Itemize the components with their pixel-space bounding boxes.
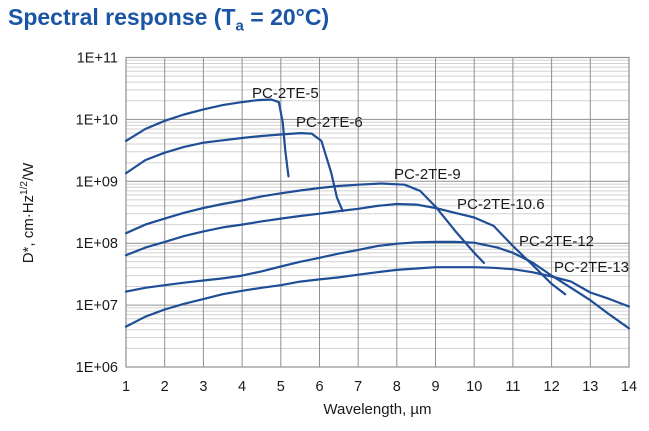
series-label-PC-2TE-13: PC-2TE-13 bbox=[554, 259, 629, 276]
y-tick-label: 1E+08 bbox=[76, 236, 118, 252]
major-gridlines bbox=[125, 56, 630, 368]
x-tick-label: 1 bbox=[122, 379, 130, 395]
y-axis-title-suffix: /W bbox=[20, 162, 37, 182]
series-line-PC-2TE-13 bbox=[124, 266, 631, 328]
x-tick-label: 4 bbox=[238, 379, 246, 395]
y-tick-label: 1E+06 bbox=[76, 360, 118, 376]
x-tick-label: 7 bbox=[354, 379, 362, 395]
x-axis-tick-labels: 1 2 3 4 5 6 7 8 9 10 11 12 13 14 bbox=[122, 379, 637, 395]
series-line-PC-2TE-5 bbox=[124, 98, 290, 178]
x-axis-title: Wavelength, µm bbox=[323, 401, 432, 418]
y-axis-title-sup: 1/2 bbox=[19, 181, 30, 195]
chart-title-subscript: a bbox=[235, 17, 244, 35]
y-axis-title: D*, cm·Hz1/2/W bbox=[19, 163, 37, 264]
y-axis-tick-labels: 1E+11 1E+10 1E+09 1E+08 1E+07 1E+06 bbox=[76, 51, 118, 377]
y-axis-title-text: D*, cm·Hz bbox=[20, 194, 37, 264]
minor-gridlines bbox=[126, 59, 629, 349]
y-tick-label: 1E+07 bbox=[76, 298, 118, 314]
x-tick-label: 10 bbox=[466, 379, 482, 395]
series-label-PC-2TE-9: PC-2TE-9 bbox=[394, 166, 461, 183]
chart-title-text: Spectral response (T bbox=[8, 4, 236, 30]
x-tick-label: 8 bbox=[393, 379, 401, 395]
plot-area bbox=[125, 56, 630, 368]
series-line-PC-2TE-9 bbox=[124, 182, 485, 264]
series-label-PC-2TE-10.6: PC-2TE-10.6 bbox=[457, 196, 545, 213]
x-tick-label: 3 bbox=[199, 379, 207, 395]
series-line-PC-2TE-12 bbox=[124, 240, 631, 330]
y-tick-label: 1E+10 bbox=[76, 112, 118, 128]
x-tick-label: 6 bbox=[315, 379, 323, 395]
x-tick-label: 2 bbox=[161, 379, 169, 395]
x-tick-label: 5 bbox=[277, 379, 285, 395]
series-label-PC-2TE-6: PC-2TE-6 bbox=[296, 114, 363, 131]
x-tick-label: 13 bbox=[582, 379, 598, 395]
x-tick-label: 12 bbox=[544, 379, 560, 395]
x-tick-label: 14 bbox=[621, 379, 637, 395]
x-tick-label: 11 bbox=[505, 379, 520, 395]
y-tick-label: 1E+09 bbox=[76, 174, 118, 190]
series-label-PC-2TE-5: PC-2TE-5 bbox=[252, 85, 319, 102]
y-tick-label: 1E+11 bbox=[77, 51, 118, 67]
series-label-PC-2TE-12: PC-2TE-12 bbox=[519, 233, 594, 250]
chart-title: Spectral response (Ta = 20°C) bbox=[8, 4, 329, 35]
chart-title-suffix: = 20°C) bbox=[243, 4, 330, 30]
series-line-PC-2TE-10.6 bbox=[124, 202, 567, 296]
x-tick-label: 9 bbox=[431, 379, 439, 395]
series-line-PC-2TE-6 bbox=[124, 132, 344, 213]
